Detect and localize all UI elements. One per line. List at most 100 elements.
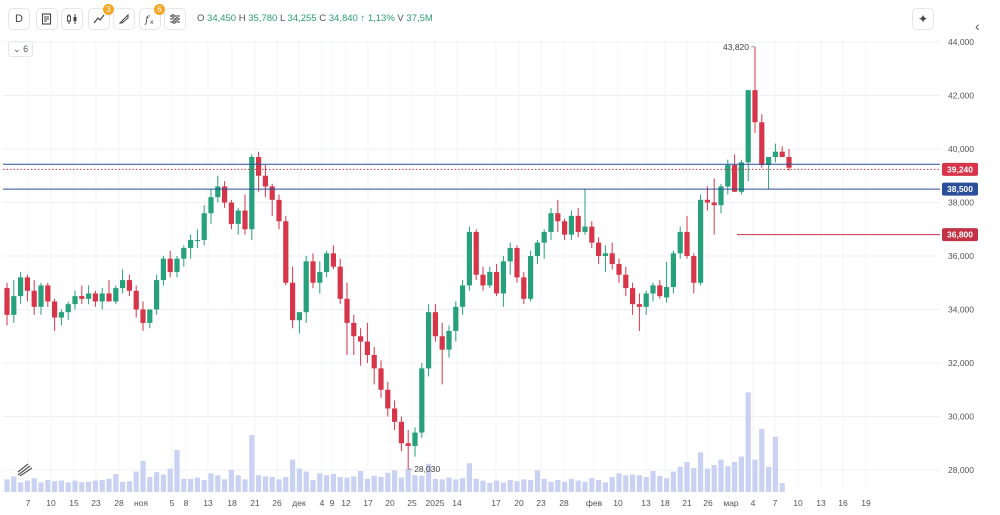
candle-body xyxy=(52,301,58,318)
ai-assistant-button[interactable]: ✦ xyxy=(912,8,934,30)
volume-bar xyxy=(596,480,602,492)
ohlc-readout: O 34,450 H 35,780 L 34,255 C 34,840 ↑ 1,… xyxy=(197,13,433,24)
indicators-button[interactable]: 3 xyxy=(88,4,114,30)
candle-body xyxy=(752,90,758,123)
candle-body xyxy=(24,277,30,291)
candle-body xyxy=(174,258,180,273)
candle-body xyxy=(609,253,615,265)
volume-bar xyxy=(269,477,275,492)
close-value: 34,840 xyxy=(328,13,358,24)
volume-bar xyxy=(385,472,391,492)
volume-bar xyxy=(160,474,166,492)
candle-body xyxy=(602,253,608,256)
candle-body xyxy=(154,280,160,310)
volume-bar xyxy=(228,469,234,492)
y-tick-label: 40,000 xyxy=(948,144,974,154)
volume-bar xyxy=(582,481,588,492)
volume-bar xyxy=(174,450,180,492)
settings-button[interactable] xyxy=(164,8,186,30)
x-tick-label: дек xyxy=(292,498,306,508)
candle-body xyxy=(181,247,187,259)
y-tick-label: 32,000 xyxy=(948,358,974,368)
volume-bars xyxy=(4,392,785,492)
candle-body xyxy=(534,242,540,256)
sidebar-toggle-button[interactable]: ‹ xyxy=(975,18,980,34)
x-tick-label: 28 xyxy=(114,498,124,508)
x-tick-label: мар xyxy=(723,498,739,508)
candle-body xyxy=(283,221,289,283)
candle-body xyxy=(188,239,194,248)
volume-bar xyxy=(256,475,262,492)
x-tick-label: 12 xyxy=(341,498,351,508)
candle-body xyxy=(92,293,98,302)
volume-bar xyxy=(113,474,119,492)
chart-type-button[interactable] xyxy=(36,8,58,30)
candle-body xyxy=(718,186,724,206)
x-tick-label: ноя xyxy=(134,498,148,508)
candle-body xyxy=(249,157,255,230)
volume-bar xyxy=(534,470,540,492)
volume-bar xyxy=(677,466,683,492)
price-label-box xyxy=(942,182,978,196)
volume-bar xyxy=(133,471,139,492)
candle-body xyxy=(541,231,547,243)
candle-body xyxy=(120,280,126,289)
volume-bar xyxy=(358,471,364,492)
candle-body xyxy=(133,290,139,310)
volume-bar xyxy=(92,480,98,492)
x-tick-label: 16 xyxy=(838,498,848,508)
x-tick-label: 13 xyxy=(641,498,651,508)
formula-count-badge: 6 xyxy=(154,4,165,15)
candle-body xyxy=(194,239,200,241)
x-tick-label: 19 xyxy=(861,498,871,508)
volume-bar xyxy=(704,468,710,492)
x-tick-label: 15 xyxy=(69,498,79,508)
drawing-tools-icon[interactable] xyxy=(17,463,33,477)
candle-body xyxy=(568,215,574,235)
volume-bar xyxy=(106,478,112,492)
volume-bar xyxy=(371,475,377,492)
candle-body xyxy=(262,175,268,187)
volume-key: V xyxy=(397,13,404,24)
volume-bar xyxy=(154,472,160,492)
volume-bar xyxy=(242,479,248,492)
drawing-button[interactable] xyxy=(113,8,135,30)
x-tick-label: 13 xyxy=(203,498,213,508)
volume-bar xyxy=(426,463,432,492)
candle-body xyxy=(650,285,656,294)
candle-body xyxy=(630,288,636,305)
x-tick-label: 18 xyxy=(660,498,670,508)
candle-body xyxy=(235,210,241,224)
x-tick-label: 25 xyxy=(407,498,417,508)
candle-body xyxy=(439,336,445,350)
volume-bar xyxy=(521,479,527,492)
x-tick-label: 23 xyxy=(91,498,101,508)
candle-body xyxy=(670,253,676,288)
collapse-indicators-button[interactable]: ⌄ 6 xyxy=(8,41,34,57)
interval-button[interactable]: D xyxy=(8,8,30,30)
volume-bar xyxy=(344,477,350,492)
candle-body xyxy=(79,296,85,299)
candle-body xyxy=(4,288,10,315)
volume-bar xyxy=(351,476,357,492)
candle-body xyxy=(473,231,479,275)
candle-body xyxy=(405,443,411,446)
volume-bar xyxy=(568,478,574,492)
volume-bar xyxy=(507,480,513,492)
candle-body xyxy=(378,368,384,390)
interval-label: D xyxy=(15,13,23,25)
volume-bar xyxy=(453,479,459,492)
volume-bar xyxy=(126,481,132,492)
x-tick-label: 26 xyxy=(703,498,713,508)
candle-body xyxy=(562,221,568,235)
candle-body xyxy=(500,261,506,294)
volume-bar xyxy=(140,460,146,492)
volume-bar xyxy=(609,477,615,492)
volume-bar xyxy=(276,479,282,492)
candle-body xyxy=(745,90,751,163)
candles-button[interactable] xyxy=(61,8,83,30)
low-value: 34,255 xyxy=(287,13,317,24)
candle-body xyxy=(460,285,466,307)
